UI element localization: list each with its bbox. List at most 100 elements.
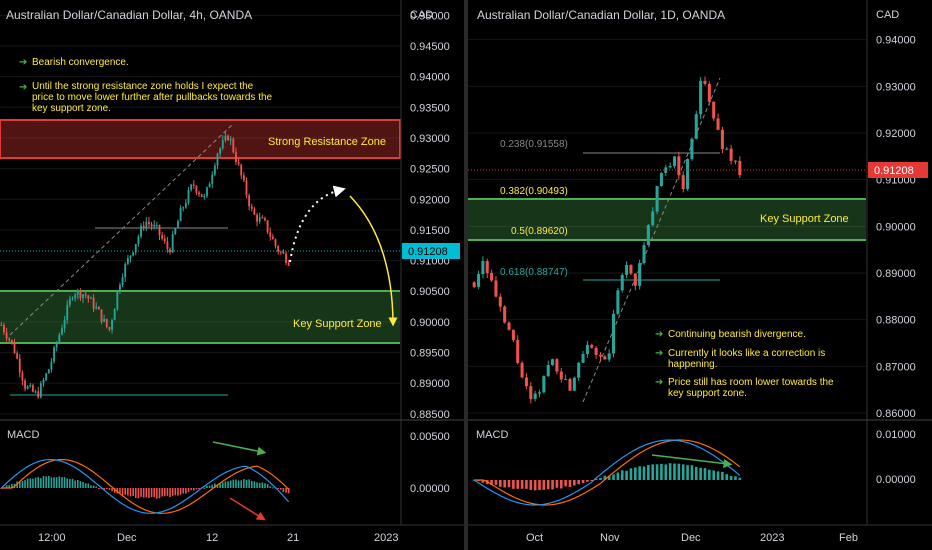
strong-resistance-zone[interactable] <box>0 119 401 159</box>
macd-bar <box>182 488 185 494</box>
candle-body <box>66 304 69 320</box>
fib-label: 0.382(0.90493) <box>500 186 568 197</box>
macd-line <box>0 458 290 514</box>
candle-body <box>271 236 274 240</box>
macd-bar <box>590 480 594 481</box>
fib-trend-line[interactable] <box>582 77 721 403</box>
macd-bar <box>694 466 698 480</box>
price-tick: 0.91500 <box>410 225 450 237</box>
macd-bar <box>11 483 13 488</box>
macd-bar <box>84 483 87 488</box>
macd-bar <box>227 481 229 488</box>
macd-bar <box>169 488 171 497</box>
macd-bar <box>142 488 145 498</box>
candle-body <box>53 347 55 362</box>
candle-body <box>229 138 232 141</box>
candle-body <box>140 225 142 237</box>
candle-body <box>282 251 285 254</box>
macd-bar <box>203 487 206 489</box>
projected-drop-arrow[interactable] <box>349 195 398 327</box>
macd-bar <box>145 488 148 498</box>
macd-bar <box>568 480 572 487</box>
price-tick: 0.93000 <box>876 81 916 93</box>
macd-signal-line <box>474 439 741 506</box>
candle-body <box>646 225 650 246</box>
candle-body <box>87 295 90 299</box>
divergence-arrow-macd[interactable] <box>212 441 267 456</box>
divergence-arrow-price[interactable] <box>229 497 266 521</box>
candle-body <box>195 185 198 193</box>
candle-body <box>161 235 164 239</box>
macd-bar <box>37 477 40 488</box>
macd-bar <box>158 488 161 499</box>
divergence-arrow-macd[interactable] <box>651 454 733 468</box>
candle-body <box>590 344 594 348</box>
macd-bar <box>266 484 269 488</box>
candle-body <box>103 318 106 322</box>
candle-body <box>629 265 633 274</box>
candle-body <box>690 138 694 160</box>
price-axis[interactable]: 0.95000 0.94500 0.94000 0.93500 0.93000 0.925… <box>410 10 450 421</box>
candle-body <box>694 114 698 139</box>
candle-body <box>232 138 235 153</box>
candle-body <box>37 391 40 398</box>
key-support-zone[interactable] <box>468 199 866 240</box>
price-axis[interactable]: 0.940000.930000.920000.910000.900000.890… <box>876 35 916 420</box>
candle-body <box>111 320 113 330</box>
panel-divider[interactable] <box>464 0 468 550</box>
macd-bar <box>542 480 546 490</box>
price-tick: 0.94000 <box>410 72 450 84</box>
macd-signal-line <box>1 458 290 514</box>
macd-bar <box>607 475 611 480</box>
macd-bar <box>642 466 646 480</box>
time-label: 2023 <box>760 532 784 544</box>
price-tick: 0.88000 <box>876 315 916 327</box>
macd-bar <box>272 487 274 489</box>
candle-body <box>520 362 524 378</box>
candle-body <box>47 369 50 374</box>
left-grid <box>0 14 400 415</box>
candle-body <box>216 153 219 166</box>
macd-bar <box>686 465 689 480</box>
note-text: Continuing bearish divergence. <box>668 329 806 340</box>
macd-bar <box>187 488 190 493</box>
candle-body <box>699 80 703 115</box>
macd-bar <box>599 478 602 480</box>
candle-body <box>242 175 245 181</box>
candle-body <box>3 325 5 333</box>
macd-bar <box>161 488 163 497</box>
candle-body <box>71 298 74 300</box>
macd-bar <box>269 486 272 488</box>
macd-bar <box>124 488 127 495</box>
candle-body <box>108 327 111 330</box>
candle-body <box>84 294 87 296</box>
macd-bar <box>520 480 524 489</box>
macd-bar <box>664 464 668 480</box>
macd-bar <box>559 480 563 489</box>
candle-body <box>659 172 663 187</box>
left-chart-panel[interactable]: Strong Resistance Zone Key Support Zone … <box>0 0 464 544</box>
candle-body <box>498 296 502 307</box>
candle-body <box>134 243 137 253</box>
last-price-value: 0.91208 <box>874 165 914 177</box>
right-chart-panel[interactable]: 0.238(0.91558) 0.382(0.90493) 0.5(0.8962… <box>468 0 932 544</box>
candle-body <box>507 322 511 330</box>
projected-bounce-arrow[interactable] <box>289 185 346 263</box>
macd-bar <box>8 485 11 488</box>
macd-bar <box>111 488 113 492</box>
candle-body <box>116 291 119 309</box>
left-notes: ➔ Bearish convergence. ➔ Until the stron… <box>19 57 273 114</box>
macd-bar <box>119 488 121 493</box>
candle-body <box>677 156 681 176</box>
trend-line-dashed[interactable] <box>9 124 233 336</box>
candle-body <box>494 280 498 297</box>
candle-body <box>703 80 707 84</box>
macd-bar <box>40 478 42 488</box>
currency-label: CAD <box>876 9 899 21</box>
macd-bar <box>538 480 541 491</box>
macd-bar <box>703 468 707 480</box>
candle-body <box>187 189 190 203</box>
macd-bar <box>282 488 285 492</box>
macd-label: MACD <box>476 429 508 441</box>
note-text: Price still has room lower towards the ke… <box>668 377 834 399</box>
